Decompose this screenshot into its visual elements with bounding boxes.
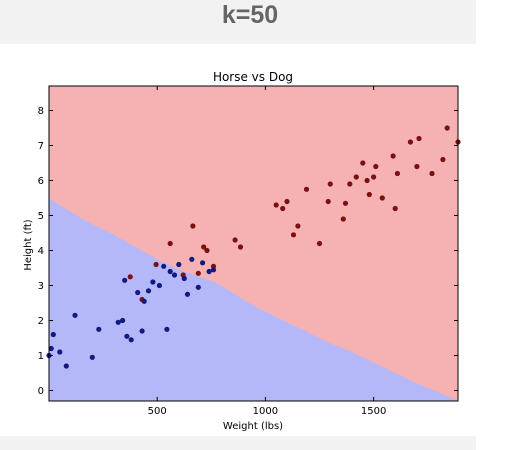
y-tick-label: 6 (38, 176, 44, 187)
horse-point (273, 202, 279, 208)
dog-point (195, 284, 201, 290)
dog-point (48, 345, 54, 352)
dog-point (135, 289, 141, 296)
dog-point (89, 354, 95, 360)
dog-point (72, 312, 78, 318)
horse-point (201, 244, 207, 250)
horse-point (153, 261, 159, 268)
dog-point (139, 328, 145, 334)
dog-point (184, 291, 191, 297)
horse-point (237, 244, 244, 250)
horse-point (127, 274, 133, 280)
horse-point (347, 181, 353, 187)
plot-frame (48, 85, 459, 402)
dog-point (156, 282, 162, 289)
dog-point (150, 279, 156, 285)
slide-title: k=50 (221, 1, 279, 29)
slide-header: k=50 (0, 0, 476, 44)
dog-point (171, 272, 178, 278)
footer-band (0, 436, 476, 450)
horse-point (232, 237, 238, 243)
dog-point (145, 288, 152, 294)
dog-point (124, 333, 130, 339)
horse-point (303, 186, 310, 192)
dog-point (128, 337, 134, 343)
horse-point (379, 195, 385, 201)
horse-point (440, 156, 446, 163)
dog-point (167, 268, 173, 275)
dog-region (49, 198, 458, 401)
horse-point (364, 177, 370, 184)
horse-point (414, 163, 420, 170)
chart-title: Horse vs Dog (213, 70, 293, 84)
y-tick-label: 7 (38, 141, 44, 152)
horse-point (373, 163, 379, 170)
horse-point (407, 139, 413, 145)
y-tick-label: 1 (38, 351, 44, 362)
horse-point (316, 240, 323, 247)
horse-point (280, 205, 286, 212)
dog-point (141, 298, 147, 304)
horse-point (167, 240, 173, 247)
dog-point (200, 260, 206, 266)
x-tick-label: 500 (148, 406, 167, 417)
y-tick-label: 0 (38, 386, 44, 397)
horse-point (353, 174, 359, 180)
horse-point (327, 181, 333, 187)
horse-point (360, 160, 366, 166)
y-tick-label: 3 (38, 281, 44, 292)
dog-point (120, 317, 126, 324)
horse-point (204, 247, 210, 254)
y-tick-label: 8 (38, 106, 44, 117)
dog-point (176, 261, 182, 268)
horse-point (290, 232, 297, 238)
dog-point (115, 319, 121, 325)
dog-point (164, 326, 170, 332)
y-tick-label: 2 (38, 316, 44, 327)
y-tick-label: 5 (38, 211, 44, 222)
dog-point (50, 331, 56, 338)
dog-point (181, 275, 187, 282)
horse-point (340, 216, 346, 222)
horse-point (190, 223, 196, 229)
dog-point (63, 363, 69, 369)
y-axis-label: Height (ft) (23, 219, 34, 270)
dog-point (189, 256, 195, 262)
horse-point (195, 270, 201, 276)
dog-point (122, 277, 128, 283)
horse-point (366, 191, 372, 198)
dog-point (57, 349, 63, 355)
horse-point (392, 205, 398, 212)
y-tick-label: 4 (38, 246, 44, 257)
dog-point (206, 268, 212, 275)
horse-point (295, 223, 301, 229)
horse-point (284, 198, 290, 205)
x-tick-label: 1000 (253, 406, 278, 417)
horse-point (394, 170, 400, 177)
dog-point (96, 326, 102, 332)
x-axis-label: Weight (lbs) (223, 421, 283, 432)
horse-point (416, 135, 422, 142)
horse-point (325, 198, 331, 205)
horse-point (444, 125, 450, 131)
dog-point (210, 267, 217, 273)
dog-point (161, 263, 167, 269)
horse-point (342, 200, 349, 206)
x-tick-label: 1500 (361, 406, 386, 417)
horse-point (371, 174, 377, 180)
horse-point (390, 153, 396, 159)
horse-point (429, 170, 435, 177)
